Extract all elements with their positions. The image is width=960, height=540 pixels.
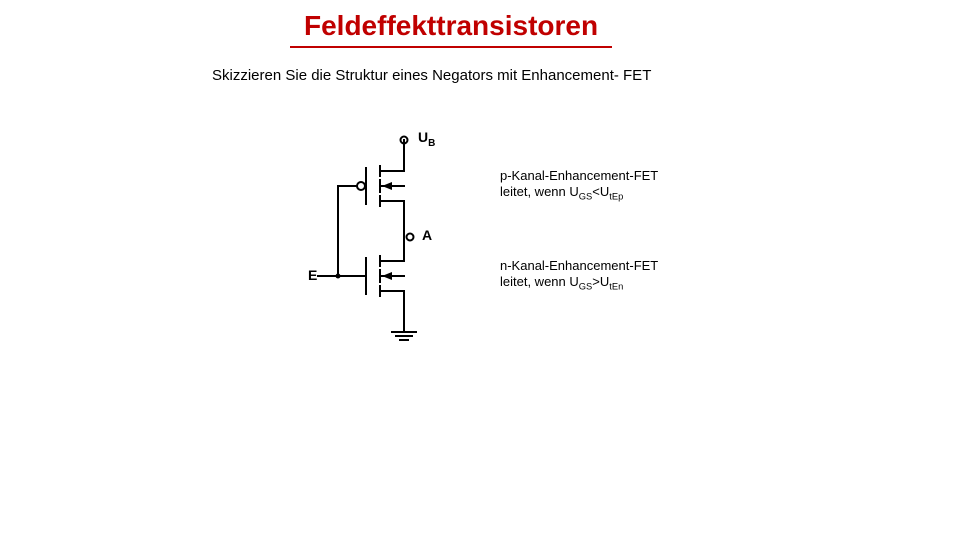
svg-text:E: E [308, 267, 317, 283]
cmos-inverter-schematic: UB A E [300, 126, 470, 346]
svg-text:A: A [422, 227, 432, 243]
pmos-annotation: p-Kanal-Enhancement-FET leitet, wenn UGS… [500, 168, 658, 204]
svg-text:UB: UB [418, 129, 435, 149]
subtitle-text: Skizzieren Sie die Struktur eines Negato… [212, 67, 651, 84]
nmos-annotation: n-Kanal-Enhancement-FET leitet, wenn UGS… [500, 258, 658, 294]
pmos-annotation-line2: leitet, wenn UGS<UtEp [500, 184, 658, 203]
page-title: Feldeffekttransistoren [290, 8, 612, 48]
question-text: Skizzieren Sie die Struktur eines Negato… [212, 67, 651, 84]
nmos-annotation-line1: n-Kanal-Enhancement-FET [500, 258, 658, 274]
slide: Feldeffekttransistoren Skizzieren Sie di… [0, 0, 960, 540]
pmos-annotation-line1: p-Kanal-Enhancement-FET [500, 168, 658, 184]
nmos-annotation-line2: leitet, wenn UGS>UtEn [500, 274, 658, 293]
title-text: Feldeffekttransistoren [304, 10, 598, 41]
